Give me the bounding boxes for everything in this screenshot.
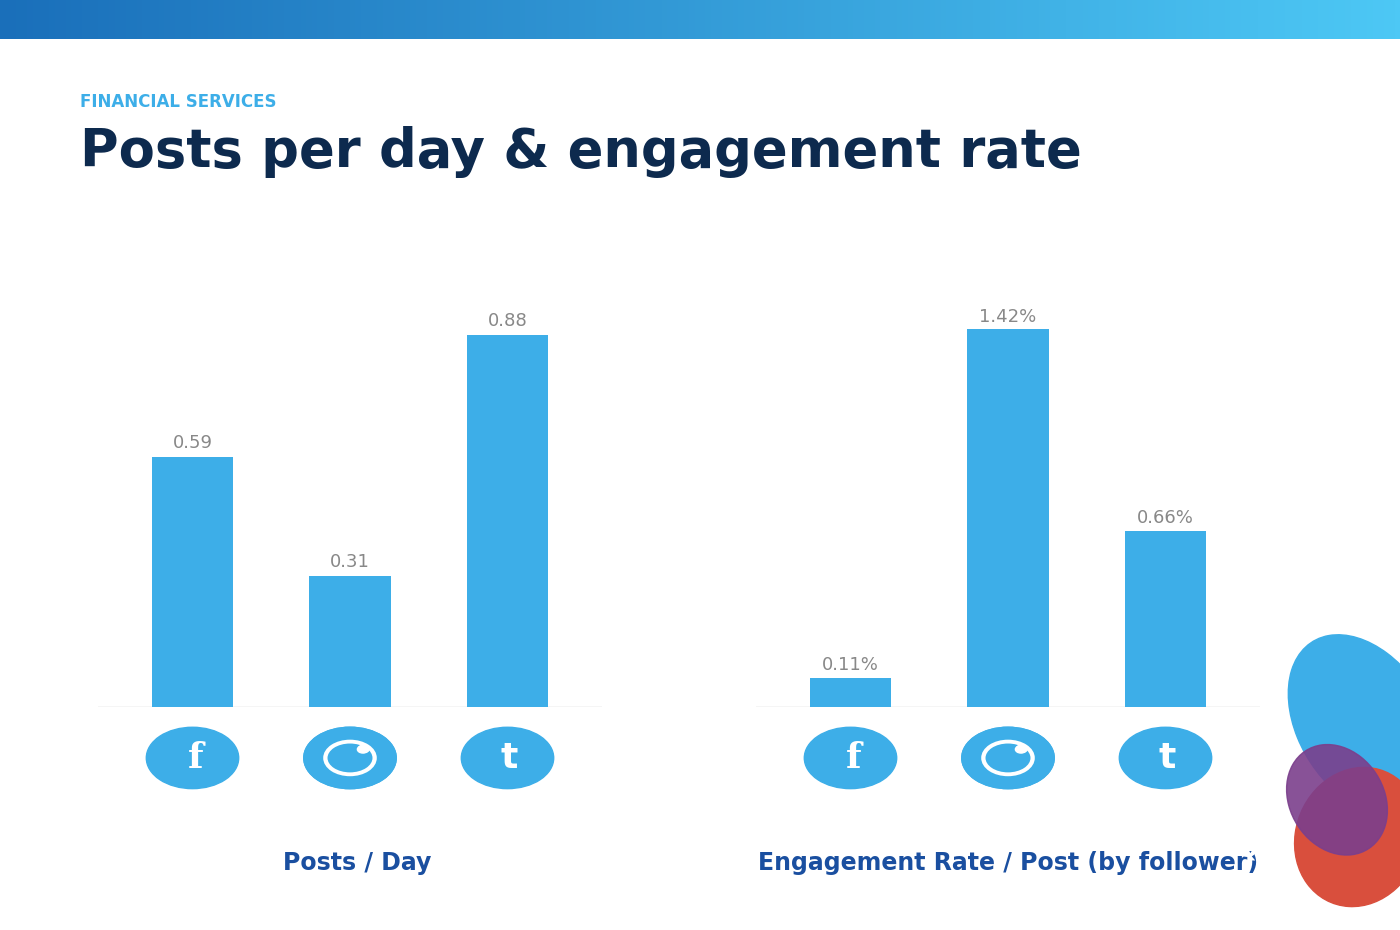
Text: Rival: Rival — [1219, 803, 1270, 821]
Text: 0.59: 0.59 — [172, 434, 213, 452]
Text: 0.31: 0.31 — [330, 552, 370, 571]
Bar — [967, 329, 1049, 707]
Text: 0.66%: 0.66% — [1137, 510, 1194, 527]
Text: f: f — [846, 741, 861, 775]
Bar — [151, 458, 234, 707]
Bar — [809, 678, 892, 707]
Bar — [466, 335, 549, 707]
Ellipse shape — [1288, 635, 1400, 816]
Text: IQ: IQ — [1231, 837, 1259, 861]
Text: 0.88: 0.88 — [487, 312, 528, 330]
Text: t: t — [500, 741, 518, 775]
Text: Posts per day & engagement rate: Posts per day & engagement rate — [80, 126, 1082, 179]
Text: FINANCIAL SERVICES: FINANCIAL SERVICES — [80, 93, 276, 111]
Text: 0.11%: 0.11% — [822, 656, 879, 673]
Text: Engagement Rate / Post (by follower): Engagement Rate / Post (by follower) — [757, 851, 1259, 875]
Text: Posts / Day: Posts / Day — [283, 851, 431, 875]
Bar — [309, 576, 391, 707]
Text: 1.42%: 1.42% — [980, 308, 1036, 326]
Ellipse shape — [1295, 767, 1400, 907]
Ellipse shape — [1287, 745, 1387, 855]
Bar — [1124, 531, 1207, 707]
Text: f: f — [188, 741, 203, 775]
Text: t: t — [1158, 741, 1176, 775]
